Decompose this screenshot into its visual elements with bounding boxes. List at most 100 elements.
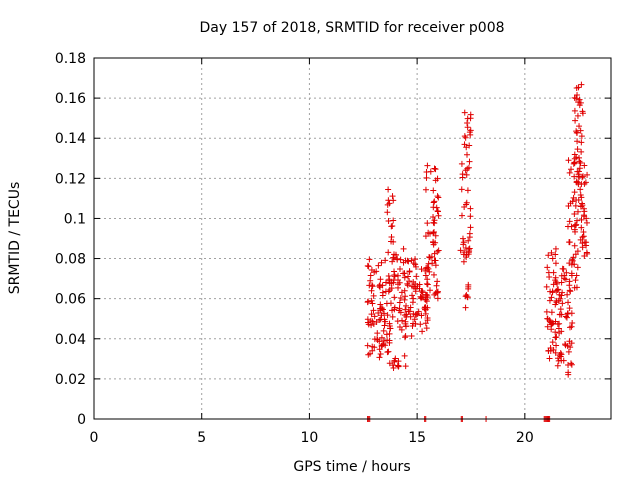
data-point bbox=[462, 293, 469, 300]
data-point bbox=[576, 174, 583, 181]
data-point bbox=[560, 266, 567, 273]
data-point bbox=[384, 337, 391, 344]
data-point bbox=[563, 314, 570, 321]
data-point bbox=[463, 199, 470, 206]
data-point bbox=[577, 127, 584, 134]
data-point bbox=[577, 203, 584, 210]
data-point bbox=[559, 289, 566, 296]
data-point bbox=[366, 282, 373, 289]
data-point bbox=[417, 321, 424, 328]
data-point bbox=[409, 299, 416, 306]
data-point bbox=[428, 253, 435, 260]
y-tick-label: 0 bbox=[77, 412, 86, 428]
y-tick-label: 0.02 bbox=[55, 372, 86, 388]
data-point bbox=[548, 249, 555, 256]
data-point bbox=[546, 355, 553, 362]
data-point bbox=[390, 197, 397, 204]
data-point bbox=[379, 289, 386, 296]
data-point bbox=[403, 313, 410, 320]
data-point bbox=[379, 305, 386, 312]
data-point bbox=[388, 238, 395, 245]
data-point bbox=[390, 277, 397, 284]
data-point bbox=[461, 249, 468, 256]
data-point bbox=[552, 251, 559, 258]
data-point bbox=[390, 254, 397, 261]
data-point bbox=[562, 341, 569, 348]
data-point bbox=[463, 254, 470, 261]
data-point bbox=[393, 252, 400, 259]
data-point bbox=[394, 272, 401, 279]
data-point bbox=[552, 260, 559, 267]
data-point bbox=[573, 178, 580, 185]
data-point bbox=[369, 283, 376, 290]
data-point bbox=[430, 219, 437, 226]
data-point bbox=[565, 348, 572, 355]
data-point bbox=[369, 347, 376, 354]
data-point bbox=[566, 338, 573, 345]
data-point bbox=[577, 160, 584, 167]
data-point bbox=[571, 107, 578, 114]
data-point bbox=[397, 256, 404, 263]
data-point bbox=[375, 262, 382, 269]
data-point bbox=[434, 208, 441, 215]
data-point bbox=[378, 334, 385, 341]
data-point bbox=[564, 291, 571, 298]
data-point bbox=[464, 120, 471, 127]
data-point bbox=[386, 330, 393, 337]
data-point bbox=[461, 133, 468, 140]
data-point bbox=[387, 325, 394, 332]
data-point bbox=[571, 284, 578, 291]
data-point bbox=[389, 258, 396, 265]
data-point bbox=[575, 168, 582, 175]
x-tick-label: 15 bbox=[408, 430, 426, 446]
data-point bbox=[368, 297, 375, 304]
data-point bbox=[418, 266, 425, 273]
data-point bbox=[397, 265, 404, 272]
data-point bbox=[411, 316, 418, 323]
data-point bbox=[389, 362, 396, 369]
data-point bbox=[552, 301, 559, 308]
data-point bbox=[371, 269, 378, 276]
data-point bbox=[412, 280, 419, 287]
data-point bbox=[552, 349, 559, 356]
data-point bbox=[573, 84, 580, 91]
data-point bbox=[544, 323, 551, 330]
data-point bbox=[387, 300, 394, 307]
data-point bbox=[391, 268, 398, 275]
data-point bbox=[405, 308, 412, 315]
data-point bbox=[580, 205, 587, 212]
data-point bbox=[413, 273, 420, 280]
data-point bbox=[369, 300, 376, 307]
data-point bbox=[462, 167, 469, 174]
data-point bbox=[571, 242, 578, 249]
data-point bbox=[467, 213, 474, 220]
data-point bbox=[412, 288, 419, 295]
data-point bbox=[382, 318, 389, 325]
data-point bbox=[459, 171, 466, 178]
data-point bbox=[423, 174, 430, 181]
data-point bbox=[566, 218, 573, 225]
data-point bbox=[424, 220, 431, 227]
data-point bbox=[553, 333, 560, 340]
data-point bbox=[552, 329, 559, 336]
data-point bbox=[573, 272, 580, 279]
data-point bbox=[410, 260, 417, 267]
data-point bbox=[425, 260, 432, 267]
data-point bbox=[465, 285, 472, 292]
data-point bbox=[547, 348, 554, 355]
data-point bbox=[401, 287, 408, 294]
data-point bbox=[434, 248, 441, 255]
data-point bbox=[573, 154, 580, 161]
data-point bbox=[388, 285, 395, 292]
data-point bbox=[584, 171, 591, 178]
data-point bbox=[572, 222, 579, 229]
data-point bbox=[376, 283, 383, 290]
data-point bbox=[366, 256, 373, 263]
data-point bbox=[457, 247, 464, 254]
data-point bbox=[467, 127, 474, 134]
data-point bbox=[376, 354, 383, 361]
data-point bbox=[402, 363, 409, 370]
data-point bbox=[364, 342, 371, 349]
data-point bbox=[426, 287, 433, 294]
data-point bbox=[463, 171, 470, 178]
